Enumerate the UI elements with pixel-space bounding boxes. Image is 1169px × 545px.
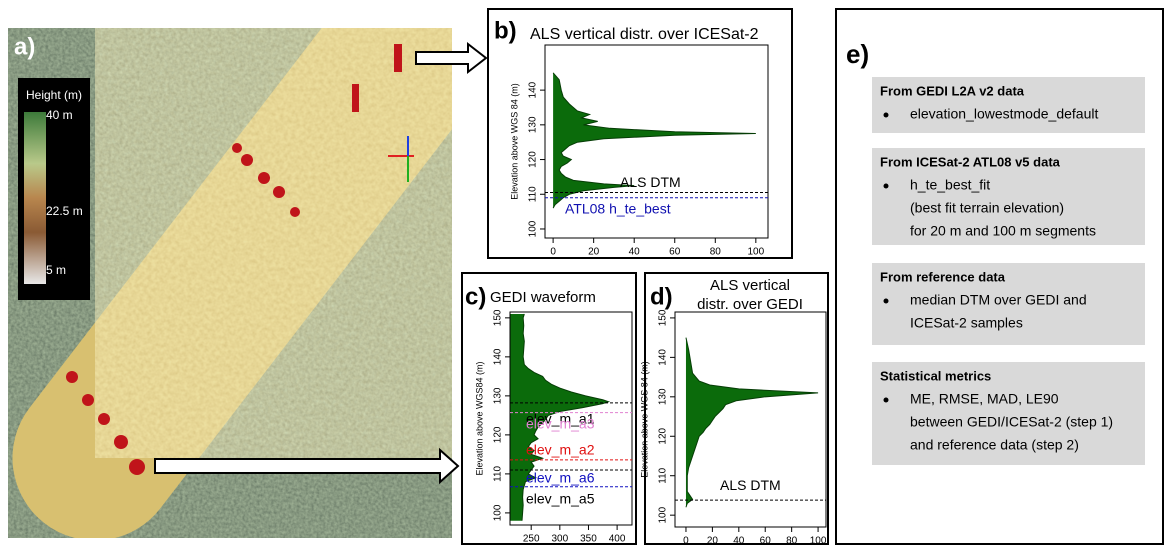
bullet-text: h_te_best_fit <box>910 177 990 193</box>
y-axis-label: Elevation above WGS 84 (m) <box>639 361 649 478</box>
x-tick-label: 80 <box>710 247 722 258</box>
y-tick-label: 150 <box>658 309 669 326</box>
panel-frame <box>645 273 828 544</box>
y-tick-label: 120 <box>493 426 504 443</box>
y-tick-label: 110 <box>493 465 504 481</box>
figure: a) Height (m) 40 m 22.5 m 5 m e) b) ALS v… <box>0 0 1169 545</box>
x-tick-label: 20 <box>707 536 719 545</box>
panel-label: a) <box>14 33 35 60</box>
colorbar-tick-label: 40 m <box>46 108 73 122</box>
colorbar-tick-label: 22.5 m <box>46 204 83 218</box>
y-tick-label: 150 <box>493 309 504 326</box>
bullet-text: and reference data (step 2) <box>910 437 1079 453</box>
section-heading: From ICESat-2 ATL08 v5 data <box>880 154 1061 169</box>
y-tick-label: 110 <box>658 467 669 483</box>
bullet-text: between GEDI/ICESat-2 (step 1) <box>910 414 1113 430</box>
bullet <box>884 184 889 189</box>
bullet-text: for 20 m and 100 m segments <box>910 223 1096 239</box>
x-tick-label: 60 <box>760 536 772 545</box>
reference-label: elev_m_a2 <box>526 442 595 458</box>
reference-label: elev_m_a3 <box>526 415 595 431</box>
aerial-image <box>8 0 455 538</box>
x-tick-label: 100 <box>747 247 764 258</box>
section-heading: From reference data <box>880 269 1006 284</box>
chart-title: ALS vertical distr. over ICESat-2 <box>530 26 759 43</box>
y-tick-label: 120 <box>658 427 669 444</box>
x-tick-label: 40 <box>629 247 641 258</box>
reference-label: ALS DTM <box>720 477 781 493</box>
y-tick-label: 130 <box>658 388 669 405</box>
bullet-text: elevation_lowestmode_default <box>910 106 1098 122</box>
x-tick-label: 250 <box>523 534 540 545</box>
colorbar-tick-label: 5 m <box>46 263 66 277</box>
x-tick-label: 300 <box>551 534 568 545</box>
x-tick-label: 0 <box>683 536 689 545</box>
x-tick-label: 40 <box>733 536 745 545</box>
panel-label: d) <box>650 283 673 310</box>
x-tick-label: 400 <box>609 534 626 545</box>
page: a) Height (m) 40 m 22.5 m 5 m e) b) ALS v… <box>0 0 1169 545</box>
chart-title: ALS vertical <box>710 277 790 294</box>
x-tick-label: 60 <box>669 247 681 258</box>
y-tick-label: 140 <box>528 81 539 98</box>
bullet-text: ME, RMSE, MAD, LE90 <box>910 391 1059 407</box>
x-tick-label: 80 <box>786 536 798 545</box>
reference-label: ALS DTM <box>620 174 681 190</box>
bullet <box>884 299 889 304</box>
x-tick-label: 0 <box>550 247 556 258</box>
reference-label: elev_m_a5 <box>526 491 595 507</box>
chart-title: distr. over GEDI <box>697 296 803 313</box>
section-heading: From GEDI L2A v2 data <box>880 83 1025 98</box>
y-axis-label: Elevation above WGS 84 (m) <box>509 83 519 200</box>
y-tick-label: 120 <box>528 151 539 168</box>
bullet <box>884 398 889 403</box>
y-tick-label: 140 <box>493 348 504 365</box>
panel-label: c) <box>465 283 486 310</box>
panel-label: b) <box>494 17 517 44</box>
x-tick-label: 100 <box>810 536 827 545</box>
bullet <box>884 113 889 118</box>
y-tick-label: 100 <box>528 220 539 237</box>
y-axis-label: Elevation above WGS84 (m) <box>474 361 484 475</box>
y-tick-label: 110 <box>528 186 539 202</box>
chart-title: GEDI waveform <box>490 289 596 306</box>
colorbar-title: Height (m) <box>26 88 82 102</box>
bullet-text: ICESat-2 samples <box>910 315 1023 331</box>
y-tick-label: 100 <box>658 506 669 523</box>
colorbar <box>24 112 46 284</box>
x-tick-label: 350 <box>580 534 597 545</box>
panel-label: e) <box>846 39 869 69</box>
y-tick-label: 140 <box>658 349 669 366</box>
bullet-text: median DTM over GEDI and <box>910 292 1087 308</box>
reference-label: elev_m_a6 <box>526 469 595 485</box>
bullet-text: (best fit terrain elevation) <box>910 200 1064 216</box>
section-heading: Statistical metrics <box>880 368 991 383</box>
y-tick-label: 130 <box>493 387 504 404</box>
y-tick-label: 100 <box>493 504 504 521</box>
x-tick-label: 20 <box>588 247 600 258</box>
y-tick-label: 130 <box>528 116 539 133</box>
reference-label: ATL08 h_te_best <box>565 200 671 216</box>
